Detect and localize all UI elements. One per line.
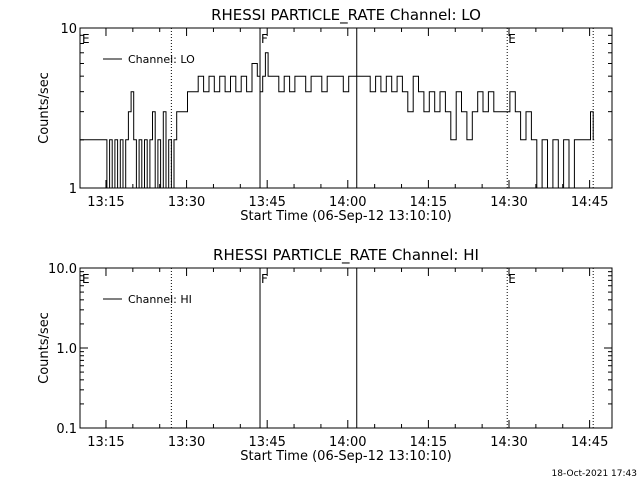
x-tick-label: 14:15 xyxy=(410,435,447,450)
legend-label: Channel: LO xyxy=(128,53,195,66)
y-tick-label: 10 xyxy=(60,22,77,37)
event-label: E xyxy=(508,32,516,46)
plot-frame xyxy=(79,27,613,189)
x-tick-label: 14:30 xyxy=(490,435,527,450)
event-label: E xyxy=(82,272,90,286)
y-axis-label: Counts/sec xyxy=(37,312,52,384)
event-label: F xyxy=(261,272,268,286)
x-tick-label: 13:30 xyxy=(168,435,205,450)
event-label: F xyxy=(261,32,268,46)
x-tick-label: 13:45 xyxy=(248,435,285,450)
x-axis-label: Start Time (06-Sep-12 13:10:10) xyxy=(240,449,451,464)
x-tick-label: 13:15 xyxy=(87,435,124,450)
plot-frame xyxy=(79,267,613,429)
chart-title: RHESSI PARTICLE_RATE Channel: HI xyxy=(213,246,479,265)
panel-hi: RHESSI PARTICLE_RATE Channel: HI 0.1 1.0 10… xyxy=(37,246,613,464)
x-tick-label: 14:45 xyxy=(571,435,608,450)
y-tick-label: 10.0 xyxy=(48,262,77,277)
y-tick-label: 0.1 xyxy=(56,422,77,437)
x-tick-label: 14:15 xyxy=(410,195,447,210)
x-tick-label: 14:45 xyxy=(571,195,608,210)
chart-title: RHESSI PARTICLE_RATE Channel: LO xyxy=(211,6,481,25)
footer-timestamp: 18-Oct-2021 17:43 xyxy=(552,469,637,479)
x-tick-label: 14:30 xyxy=(490,195,527,210)
y-tick-label: 1 xyxy=(69,182,77,197)
event-label: E xyxy=(82,32,90,46)
x-tick-label: 13:15 xyxy=(87,195,124,210)
event-label: E xyxy=(508,272,516,286)
legend-label: Channel: HI xyxy=(128,293,192,306)
x-axis-label: Start Time (06-Sep-12 13:10:10) xyxy=(240,209,451,224)
x-tick-label: 14:00 xyxy=(329,195,366,210)
y-axis-label: Counts/sec xyxy=(37,72,52,144)
y-tick-label: 1.0 xyxy=(56,342,77,357)
series-line xyxy=(80,52,595,189)
x-tick-label: 13:45 xyxy=(248,195,285,210)
x-tick-label: 13:30 xyxy=(168,195,205,210)
panel-lo: RHESSI PARTICLE_RATE Channel: LO 1 10 13:15… xyxy=(37,6,613,224)
x-tick-label: 14:00 xyxy=(329,435,366,450)
